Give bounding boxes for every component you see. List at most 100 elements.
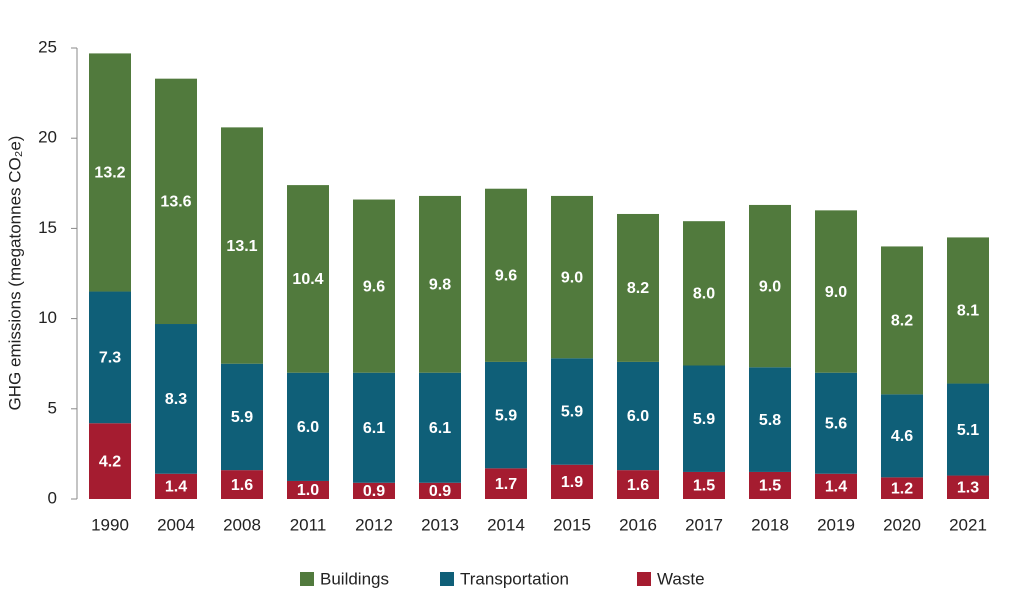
y-tick-label: 25 [38, 37, 57, 56]
bar-segment [419, 372, 461, 483]
data-label: 6.1 [363, 420, 385, 437]
bar-segment [617, 470, 659, 499]
x-tick-label: 2019 [817, 515, 855, 534]
bar-segment [287, 372, 329, 481]
bar-segment [221, 363, 263, 471]
data-label: 13.2 [94, 165, 125, 182]
data-label: 6.0 [627, 408, 649, 425]
x-tick-label: 2014 [487, 515, 525, 534]
bar-segment [617, 361, 659, 471]
bar-segment [749, 204, 791, 368]
bar-segment [749, 367, 791, 472]
data-label: 5.9 [231, 409, 253, 426]
x-tick-label: 2004 [157, 515, 195, 534]
bar-segment [881, 246, 923, 395]
bar-segment [815, 210, 857, 373]
data-label: 5.6 [825, 415, 847, 432]
x-tick-label: 2013 [421, 515, 459, 534]
bar-segment [683, 471, 725, 499]
data-label: 9.0 [759, 278, 781, 295]
data-label: 5.8 [759, 412, 781, 429]
legend-swatch [637, 572, 651, 586]
bar-segment [89, 53, 131, 292]
x-tick-label: 2021 [949, 515, 987, 534]
bar-segment [749, 471, 791, 499]
data-label: 5.9 [495, 407, 517, 424]
bar-segment [89, 291, 131, 424]
legend-label: Buildings [320, 569, 389, 588]
legend-swatch [300, 572, 314, 586]
data-label: 1.7 [495, 476, 517, 493]
bar-segment [947, 237, 989, 384]
data-label: 13.1 [226, 238, 257, 255]
data-label: 1.3 [957, 479, 979, 496]
data-label: 8.2 [891, 313, 913, 330]
data-label: 1.6 [627, 477, 649, 494]
data-label: 5.9 [561, 404, 583, 421]
y-tick-label: 20 [38, 128, 57, 147]
data-label: 1.6 [231, 477, 253, 494]
y-tick-label: 0 [48, 488, 57, 507]
data-label: 9.0 [561, 269, 583, 286]
data-label: 10.4 [292, 271, 323, 288]
data-label: 9.0 [825, 284, 847, 301]
data-label: 1.4 [165, 479, 187, 496]
x-tick-label: 2018 [751, 515, 789, 534]
data-label: 1.5 [759, 478, 781, 495]
bar-segment [419, 195, 461, 373]
bar-segment [353, 482, 395, 499]
bar-segment [155, 78, 197, 325]
data-label: 6.0 [297, 419, 319, 436]
bar-segment [551, 464, 593, 499]
data-label: 1.0 [297, 482, 319, 499]
x-tick-label: 2008 [223, 515, 261, 534]
data-label: 4.2 [99, 453, 121, 470]
data-label: 1.5 [693, 478, 715, 495]
bar-segment [353, 372, 395, 483]
x-tick-label: 2016 [619, 515, 657, 534]
data-label: 5.9 [693, 411, 715, 428]
bar-segment [485, 468, 527, 499]
data-label: 0.9 [429, 483, 451, 500]
data-label: 13.6 [160, 194, 191, 211]
x-tick-label: 2015 [553, 515, 591, 534]
y-tick-label: 10 [38, 308, 57, 327]
data-label: 9.6 [495, 268, 517, 285]
data-label: 9.6 [363, 278, 385, 295]
legend-label: Transportation [460, 569, 569, 588]
bar-segment [419, 482, 461, 499]
data-label: 1.9 [561, 474, 583, 491]
data-label: 8.1 [957, 303, 979, 320]
data-label: 7.3 [99, 350, 121, 367]
data-label: 8.0 [693, 286, 715, 303]
bar-segment [155, 473, 197, 499]
bar-segment [815, 372, 857, 474]
data-label: 4.6 [891, 428, 913, 445]
bar-segment [947, 475, 989, 499]
bar-segment [815, 473, 857, 499]
bar-segment [221, 127, 263, 364]
bar-segment [683, 365, 725, 472]
bar-segment [89, 423, 131, 499]
bar-segment [683, 221, 725, 366]
legend-label: Waste [657, 569, 705, 588]
data-label: 8.2 [627, 280, 649, 297]
y-tick-label: 5 [48, 398, 57, 417]
x-tick-label: 2011 [290, 515, 327, 534]
bar-segment [617, 213, 659, 362]
bar-segment [353, 199, 395, 373]
bar-segment [287, 480, 329, 499]
bar-segment [485, 361, 527, 469]
bar-segment [881, 394, 923, 478]
bar-segment [551, 195, 593, 359]
x-tick-label: 2020 [883, 515, 921, 534]
x-tick-label: 2017 [685, 515, 723, 534]
bar-segment [485, 188, 527, 362]
data-label: 5.1 [957, 422, 979, 439]
data-label: 8.3 [165, 391, 187, 408]
legend-swatch [440, 572, 454, 586]
bar-segment [881, 477, 923, 499]
bar-segment [287, 185, 329, 373]
data-label: 6.1 [429, 420, 451, 437]
